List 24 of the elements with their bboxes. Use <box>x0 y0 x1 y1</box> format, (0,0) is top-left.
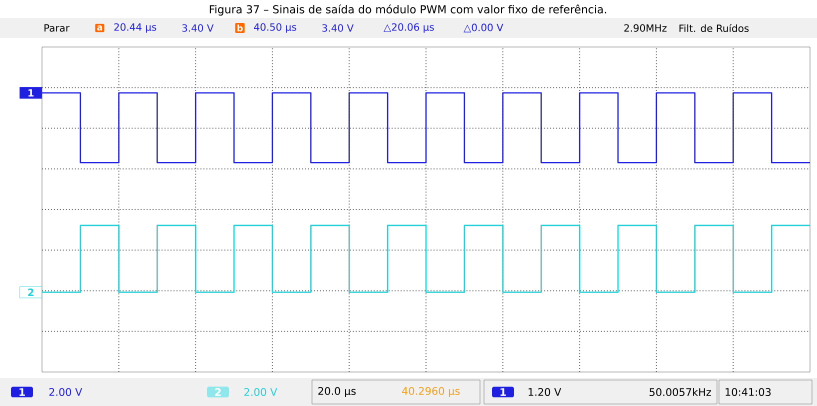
text: 20.44 µs <box>114 23 156 33</box>
text: 50.0057kHz <box>650 388 712 396</box>
series-label: 2 <box>28 288 34 296</box>
text: 40.2960 µs <box>402 387 460 397</box>
text: 3.40 V <box>322 24 354 32</box>
text: 20.0 µs <box>318 387 356 397</box>
text: 2 <box>215 388 221 396</box>
text: a <box>97 25 102 31</box>
text: 10:41:03 <box>726 388 771 396</box>
text: Filt. de Ruídos <box>680 24 749 32</box>
chart-title: Figura 37 – Sinais de saída do módulo PWM com valor fixo de referência. <box>210 4 606 16</box>
text: △0.00 V <box>464 24 504 32</box>
text: b <box>237 24 243 32</box>
text: 1.20 V <box>528 388 562 396</box>
text: 2.00 V <box>49 388 82 396</box>
series-label: 1 <box>28 89 34 96</box>
text: 2.00 V <box>244 388 278 396</box>
text: 40.50 µs <box>254 23 296 33</box>
text: 3.40 V <box>182 24 214 32</box>
text: 1 <box>500 388 506 396</box>
text: △20.06 µs <box>384 23 434 33</box>
text: Parar <box>44 24 70 32</box>
text: 2.90MHz <box>624 24 667 32</box>
text: 1 <box>20 388 25 396</box>
